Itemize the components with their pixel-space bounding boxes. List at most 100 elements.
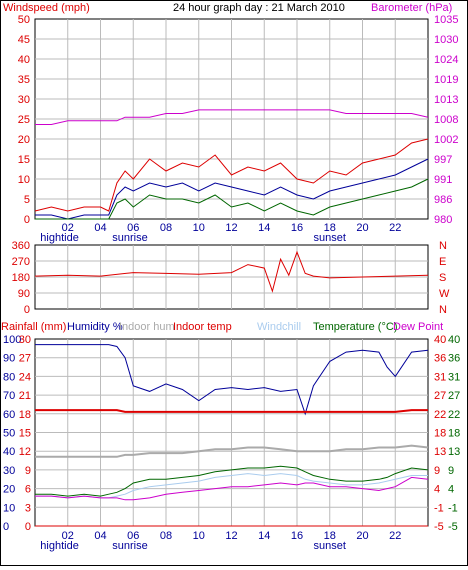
rainfall-tick: 0 xyxy=(25,521,31,533)
windspeed-axis-label: Windspeed (mph) xyxy=(3,2,90,14)
series-wind-direction xyxy=(34,250,429,293)
direction-tick: 180 xyxy=(12,272,30,284)
humidity-tick: 60 xyxy=(3,409,15,421)
event-hightide: hightide xyxy=(40,232,79,244)
x-tick-label: 08 xyxy=(160,530,172,542)
series-barometer xyxy=(35,109,429,125)
indoor-temp-tick: -5 xyxy=(434,521,444,533)
x-tick-label: 06 xyxy=(127,222,139,234)
x-tick-label: 18 xyxy=(324,530,336,542)
event-sunrise: sunrise xyxy=(112,540,147,552)
compass-tick: E xyxy=(439,256,446,268)
windspeed-tick: 45 xyxy=(18,34,30,46)
windspeed-tick: 10 xyxy=(18,174,30,186)
direction-tick: 360 xyxy=(12,240,30,252)
windspeed-tick: 30 xyxy=(18,94,30,106)
event-sunset: sunset xyxy=(314,540,346,552)
rainfall-tick: 18 xyxy=(19,409,31,421)
event-sunrise: sunrise xyxy=(112,232,147,244)
windspeed-tick: 0 xyxy=(24,214,30,226)
indoor-temp-tick: 9 xyxy=(434,465,440,477)
x-tick-label: 20 xyxy=(356,222,368,234)
legend-windchill: Windchill xyxy=(257,321,301,333)
temperature-tick: 13 xyxy=(448,446,460,458)
rainfall-tick: 30 xyxy=(19,334,31,346)
rainfall-tick: 6 xyxy=(25,484,31,496)
temperature-tick: 40 xyxy=(448,334,460,346)
indoor-temp-tick: 4 xyxy=(434,484,440,496)
direction-tick: 270 xyxy=(12,256,30,268)
indoor-temp-tick: 13 xyxy=(434,446,446,458)
indoor-temp-tick: 18 xyxy=(434,428,446,440)
x-tick-label: 06 xyxy=(127,530,139,542)
barometer-tick: 986 xyxy=(434,194,452,206)
indoor-temp-tick: 40 xyxy=(434,334,446,346)
series-temperature-c- xyxy=(35,465,429,497)
barometer-tick: 1024 xyxy=(434,54,458,66)
humidity-tick: 40 xyxy=(3,446,15,458)
barometer-tick: 991 xyxy=(434,174,452,186)
x-tick-label: 02 xyxy=(62,222,74,234)
x-tick-label: 14 xyxy=(258,222,270,234)
legend-rainfall: Rainfall (mm) xyxy=(1,321,66,333)
x-tick-label: 12 xyxy=(225,530,237,542)
direction-tick: 90 xyxy=(18,288,30,300)
humidity-tick: 50 xyxy=(3,428,15,440)
x-tick-label: 22 xyxy=(389,222,401,234)
temperature-tick: -5 xyxy=(448,521,458,533)
temperature-tick: 27 xyxy=(448,390,460,402)
humidity-tick: 0 xyxy=(3,521,9,533)
legend-temperature: Temperature (°C) xyxy=(313,321,397,333)
humidity-tick: 80 xyxy=(3,371,15,383)
series-indoor-hum xyxy=(35,444,429,458)
x-tick-label: 22 xyxy=(389,530,401,542)
indoor-temp-tick: 22 xyxy=(434,409,446,421)
temperature-tick: 36 xyxy=(448,353,460,365)
direction-tick: 0 xyxy=(24,304,30,316)
windspeed-tick: 50 xyxy=(18,14,30,26)
x-tick-label: 20 xyxy=(356,530,368,542)
chart-layer: 0510152025303540455098098699199710021008… xyxy=(3,14,460,552)
barometer-tick: 1008 xyxy=(434,114,458,126)
windspeed-tick: 5 xyxy=(24,194,30,206)
barometer-tick: 1035 xyxy=(434,14,458,26)
series-humidity- xyxy=(35,344,429,416)
compass-tick: N xyxy=(439,304,447,316)
series-min xyxy=(35,178,429,220)
humidity-tick: 10 xyxy=(3,502,15,514)
series-gust xyxy=(34,138,429,212)
x-tick-label: 16 xyxy=(291,530,303,542)
x-tick-label: 04 xyxy=(94,222,106,234)
windspeed-tick: 20 xyxy=(18,134,30,146)
windspeed-tick: 40 xyxy=(18,54,30,66)
windspeed-tick: 15 xyxy=(18,154,30,166)
barometer-tick: 1013 xyxy=(434,94,458,106)
x-tick-label: 14 xyxy=(258,530,270,542)
indoor-temp-tick: -1 xyxy=(434,502,444,514)
barometer-tick: 1019 xyxy=(434,74,458,86)
legend-humidity: Humidity % xyxy=(67,321,123,333)
compass-tick: W xyxy=(439,288,450,300)
x-tick-label: 04 xyxy=(94,530,106,542)
indoor-temp-tick: 36 xyxy=(434,353,446,365)
x-tick-label: 10 xyxy=(193,530,205,542)
x-tick-label: 12 xyxy=(225,222,237,234)
compass-tick: N xyxy=(439,240,447,252)
rainfall-tick: 3 xyxy=(25,502,31,514)
temperature-tick: 9 xyxy=(448,465,454,477)
compass-tick: S xyxy=(439,272,446,284)
rainfall-tick: 27 xyxy=(19,353,31,365)
temperature-tick: 18 xyxy=(448,428,460,440)
rainfall-tick: 15 xyxy=(19,428,31,440)
legend-indoor-hum: Indoor hum xyxy=(119,321,175,333)
event-sunset: sunset xyxy=(314,232,346,244)
temperature-tick: 31 xyxy=(448,371,460,383)
temperature-tick: 22 xyxy=(448,409,460,421)
rainfall-tick: 21 xyxy=(19,390,31,402)
indoor-temp-tick: 31 xyxy=(434,371,446,383)
rainfall-tick: 12 xyxy=(19,446,31,458)
humidity-tick: 70 xyxy=(3,390,15,402)
legend-dewpoint: Dew Point xyxy=(393,321,443,333)
